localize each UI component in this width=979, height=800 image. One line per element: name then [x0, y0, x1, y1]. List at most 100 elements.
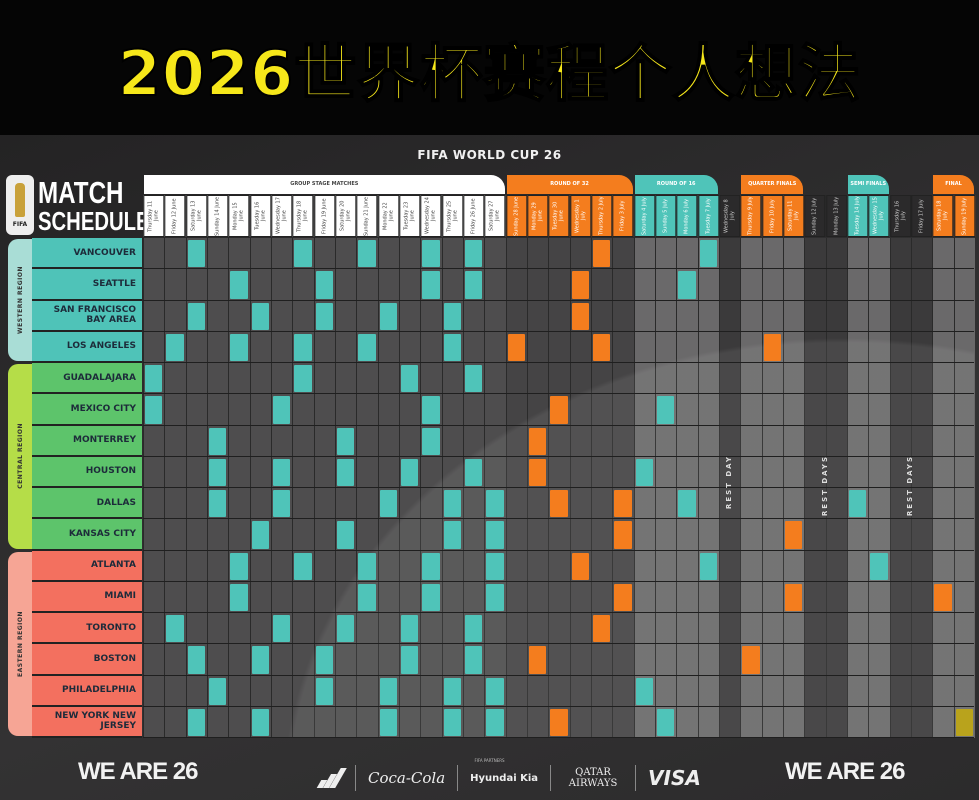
- match-cell[interactable]: [486, 708, 504, 736]
- match-cell[interactable]: [400, 365, 419, 393]
- match-cell[interactable]: [251, 302, 269, 330]
- match-cell[interactable]: [336, 427, 355, 455]
- match-cell[interactable]: [486, 521, 504, 549]
- match-cell[interactable]: [400, 646, 419, 674]
- match-cell[interactable]: [464, 615, 483, 643]
- match-cell[interactable]: [315, 677, 333, 705]
- match-cell[interactable]: [656, 708, 675, 736]
- match-cell[interactable]: [358, 333, 376, 361]
- match-cell[interactable]: [208, 427, 227, 455]
- match-cell[interactable]: [145, 365, 163, 393]
- match-cell[interactable]: [422, 583, 440, 611]
- match-cell[interactable]: [464, 646, 483, 674]
- match-cell[interactable]: [251, 646, 269, 674]
- match-cell[interactable]: [422, 396, 440, 424]
- match-cell[interactable]: [528, 427, 547, 455]
- match-cell[interactable]: [251, 521, 269, 549]
- match-cell[interactable]: [528, 458, 547, 486]
- match-cell[interactable]: [443, 708, 461, 736]
- match-cell[interactable]: [443, 490, 461, 518]
- match-cell[interactable]: [315, 302, 333, 330]
- match-cell[interactable]: [208, 458, 227, 486]
- match-cell[interactable]: [614, 521, 632, 549]
- match-cell[interactable]: [294, 240, 312, 268]
- match-cell[interactable]: [379, 490, 397, 518]
- match-cell[interactable]: [358, 583, 376, 611]
- match-cell[interactable]: [678, 490, 696, 518]
- match-cell[interactable]: [550, 708, 568, 736]
- match-cell[interactable]: [422, 427, 440, 455]
- match-cell[interactable]: [272, 615, 291, 643]
- match-cell[interactable]: [592, 333, 611, 361]
- match-cell[interactable]: [422, 271, 440, 299]
- match-cell[interactable]: [955, 708, 973, 736]
- match-cell[interactable]: [187, 646, 205, 674]
- match-cell[interactable]: [272, 396, 291, 424]
- match-cell[interactable]: [571, 552, 589, 580]
- match-cell[interactable]: [166, 333, 184, 361]
- match-cell[interactable]: [230, 333, 248, 361]
- match-cell[interactable]: [486, 490, 504, 518]
- match-cell[interactable]: [294, 365, 312, 393]
- match-cell[interactable]: [571, 302, 589, 330]
- match-cell[interactable]: [486, 583, 504, 611]
- match-cell[interactable]: [230, 552, 248, 580]
- match-cell[interactable]: [571, 271, 589, 299]
- match-cell[interactable]: [464, 458, 483, 486]
- match-cell[interactable]: [379, 302, 397, 330]
- match-cell[interactable]: [614, 490, 632, 518]
- match-cell[interactable]: [294, 333, 312, 361]
- match-cell[interactable]: [464, 365, 483, 393]
- match-cell[interactable]: [656, 396, 675, 424]
- match-cell[interactable]: [230, 583, 248, 611]
- match-cell[interactable]: [315, 271, 333, 299]
- match-cell[interactable]: [763, 333, 781, 361]
- match-cell[interactable]: [166, 615, 184, 643]
- match-cell[interactable]: [784, 583, 803, 611]
- match-cell[interactable]: [336, 615, 355, 643]
- match-cell[interactable]: [272, 458, 291, 486]
- match-cell[interactable]: [464, 271, 483, 299]
- match-cell[interactable]: [336, 458, 355, 486]
- match-cell[interactable]: [422, 552, 440, 580]
- match-cell[interactable]: [699, 240, 717, 268]
- match-cell[interactable]: [870, 552, 888, 580]
- match-cell[interactable]: [486, 677, 504, 705]
- match-cell[interactable]: [443, 677, 461, 705]
- match-cell[interactable]: [699, 552, 717, 580]
- match-cell[interactable]: [208, 490, 227, 518]
- match-cell[interactable]: [422, 240, 440, 268]
- match-cell[interactable]: [443, 521, 461, 549]
- match-cell[interactable]: [443, 333, 461, 361]
- match-cell[interactable]: [230, 271, 248, 299]
- match-cell[interactable]: [251, 708, 269, 736]
- match-cell[interactable]: [315, 646, 333, 674]
- match-cell[interactable]: [635, 677, 653, 705]
- match-cell[interactable]: [187, 302, 205, 330]
- match-cell[interactable]: [294, 552, 312, 580]
- match-cell[interactable]: [592, 615, 611, 643]
- match-cell[interactable]: [464, 240, 483, 268]
- match-cell[interactable]: [187, 708, 205, 736]
- match-cell[interactable]: [592, 240, 611, 268]
- match-cell[interactable]: [550, 396, 568, 424]
- match-cell[interactable]: [550, 490, 568, 518]
- match-cell[interactable]: [784, 521, 803, 549]
- match-cell[interactable]: [400, 458, 419, 486]
- match-cell[interactable]: [358, 240, 376, 268]
- match-cell[interactable]: [443, 302, 461, 330]
- match-cell[interactable]: [400, 615, 419, 643]
- match-cell[interactable]: [486, 552, 504, 580]
- match-cell[interactable]: [507, 333, 525, 361]
- match-cell[interactable]: [848, 490, 867, 518]
- match-cell[interactable]: [379, 708, 397, 736]
- match-cell[interactable]: [635, 458, 653, 486]
- match-cell[interactable]: [934, 583, 952, 611]
- match-cell[interactable]: [336, 521, 355, 549]
- match-cell[interactable]: [614, 583, 632, 611]
- match-cell[interactable]: [187, 240, 205, 268]
- match-cell[interactable]: [742, 646, 760, 674]
- match-cell[interactable]: [379, 677, 397, 705]
- match-cell[interactable]: [678, 271, 696, 299]
- match-cell[interactable]: [528, 646, 547, 674]
